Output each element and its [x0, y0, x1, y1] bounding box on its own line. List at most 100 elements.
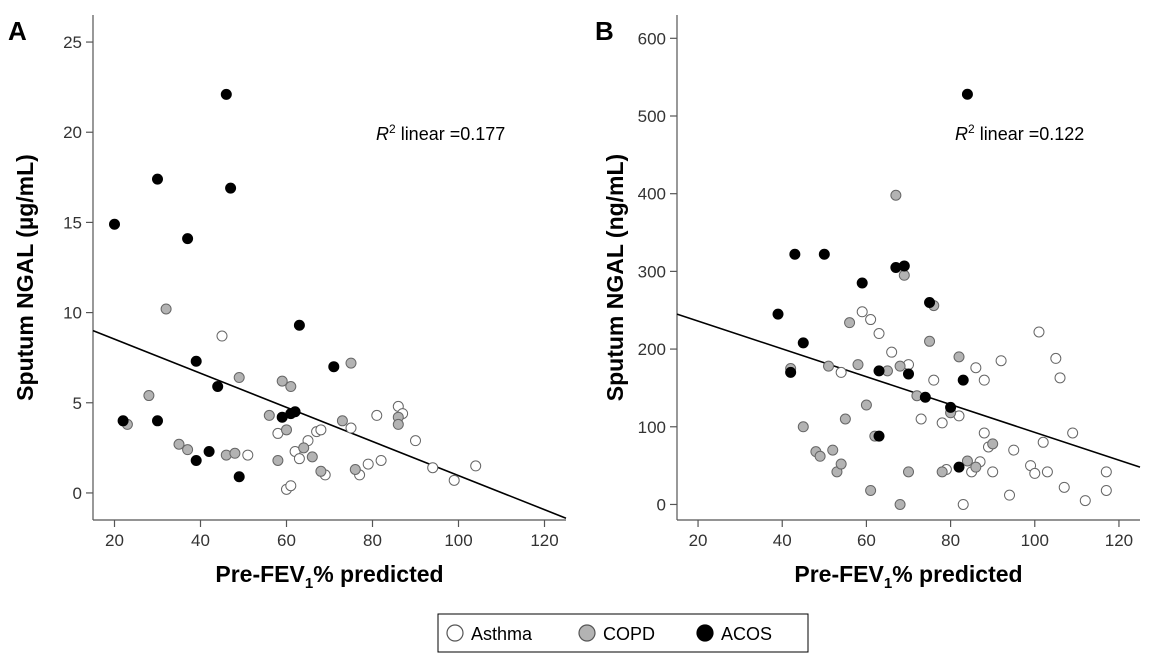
data-point-copd — [903, 466, 914, 478]
y-tick-label: 400 — [638, 185, 666, 204]
data-point-asthma — [1100, 466, 1112, 478]
data-point-asthma — [470, 460, 482, 472]
data-point-acos — [785, 366, 797, 378]
data-point-asthma — [1067, 427, 1079, 439]
data-point-acos — [919, 391, 931, 403]
data-point-copd — [839, 413, 851, 425]
data-point-acos — [109, 218, 120, 230]
data-point-copd — [263, 409, 275, 421]
data-point-acos — [152, 415, 163, 427]
data-point-asthma — [1054, 372, 1066, 384]
data-point-acos — [190, 355, 202, 367]
y-tick-label: 100 — [638, 418, 666, 437]
data-point-acos — [772, 308, 784, 320]
y-tick-label: 0 — [657, 495, 666, 514]
data-point-asthma — [835, 366, 847, 378]
x-tick-label: 60 — [277, 531, 296, 550]
data-point-asthma — [242, 449, 254, 461]
data-point-acos — [924, 296, 936, 308]
chart-panel-A: A 0 5 10 15 20 25 20 40 60 80 100 120 Pre-FEV1% predi… — [8, 15, 567, 592]
data-point-copd — [143, 390, 155, 402]
x-tick-label: 40 — [191, 531, 210, 550]
data-point-copd — [315, 465, 327, 477]
data-point-asthma — [865, 314, 877, 326]
data-point-asthma — [1079, 495, 1091, 507]
x-axis-label: Pre-FEV1% predicted — [794, 561, 1022, 592]
data-point-copd — [987, 438, 999, 450]
data-point-copd — [835, 458, 847, 470]
data-point-asthma — [978, 374, 990, 386]
data-point-copd — [173, 438, 185, 450]
data-point-copd — [814, 450, 826, 462]
data-point-acos — [293, 319, 305, 331]
data-point-acos — [953, 461, 965, 473]
r-squared-annotation: R2 linear =0.177 — [376, 122, 505, 144]
data-point-copd — [865, 484, 877, 496]
data-point-copd — [823, 360, 835, 372]
data-point-asthma — [375, 454, 387, 466]
data-point-asthma — [216, 330, 228, 342]
legend-marker-acos — [696, 624, 714, 642]
data-point-copd — [233, 372, 245, 384]
data-point-asthma — [886, 346, 898, 358]
data-point-copd — [894, 498, 906, 510]
data-point-acos — [903, 368, 914, 380]
data-point-copd — [894, 360, 906, 372]
data-point-acos — [957, 374, 969, 386]
y-tick-label: 15 — [63, 213, 82, 232]
data-point-asthma — [1004, 489, 1016, 501]
data-point-copd — [860, 399, 872, 411]
data-point-copd — [345, 357, 357, 369]
x-tick-label: 40 — [773, 531, 792, 550]
x-tick-label: 80 — [941, 531, 960, 550]
data-point-acos — [873, 365, 885, 377]
data-point-acos — [233, 471, 245, 483]
data-point-asthma — [978, 427, 990, 439]
data-point-copd — [306, 451, 318, 463]
data-point-copd — [229, 447, 241, 459]
data-point-copd — [797, 421, 809, 433]
data-point-asthma — [293, 453, 305, 465]
y-axis-label: Sputum NGAL (ng/mL) — [602, 154, 628, 401]
data-point-acos — [225, 182, 237, 194]
data-point-asthma — [1050, 352, 1062, 364]
y-tick-label: 0 — [73, 484, 82, 503]
data-point-asthma — [957, 498, 969, 510]
data-point-copd — [953, 351, 965, 363]
data-point-acos — [212, 381, 224, 393]
data-point-asthma — [1100, 484, 1112, 496]
data-point-acos — [203, 445, 215, 457]
y-tick-label: 600 — [638, 29, 666, 48]
data-point-acos — [797, 337, 809, 349]
data-point-acos — [856, 277, 868, 289]
y-tick-label: 300 — [638, 262, 666, 281]
data-point-acos — [789, 248, 801, 260]
data-point-asthma — [936, 417, 948, 429]
data-point-copd — [281, 424, 292, 436]
data-point-asthma — [362, 458, 374, 470]
series-asthma — [216, 330, 482, 495]
data-point-copd — [890, 189, 902, 201]
series-asthma — [835, 306, 1112, 510]
data-point-acos — [945, 401, 957, 413]
legend-box — [437, 613, 809, 653]
data-point-asthma — [410, 435, 421, 447]
data-point-copd — [336, 415, 348, 427]
data-point-asthma — [987, 466, 999, 478]
data-point-asthma — [928, 374, 940, 386]
chart-panel-B: B 0 100 200 300 400 500 600 20 40 60 80 100 120 Pre-FE… — [595, 15, 1141, 592]
series-copd — [121, 303, 404, 477]
legend-label-copd: COPD — [603, 624, 655, 644]
data-point-asthma — [285, 480, 297, 492]
data-point-acos — [190, 454, 202, 466]
data-point-copd — [844, 317, 856, 329]
data-point-asthma — [427, 462, 439, 474]
data-point-acos — [117, 415, 129, 427]
data-point-asthma — [915, 413, 927, 425]
x-tick-label: 120 — [1105, 531, 1133, 550]
data-point-asthma — [371, 409, 383, 421]
data-point-copd — [961, 455, 973, 467]
x-tick-label: 60 — [857, 531, 876, 550]
panel-label: B — [595, 16, 614, 46]
regression-line — [92, 329, 567, 519]
